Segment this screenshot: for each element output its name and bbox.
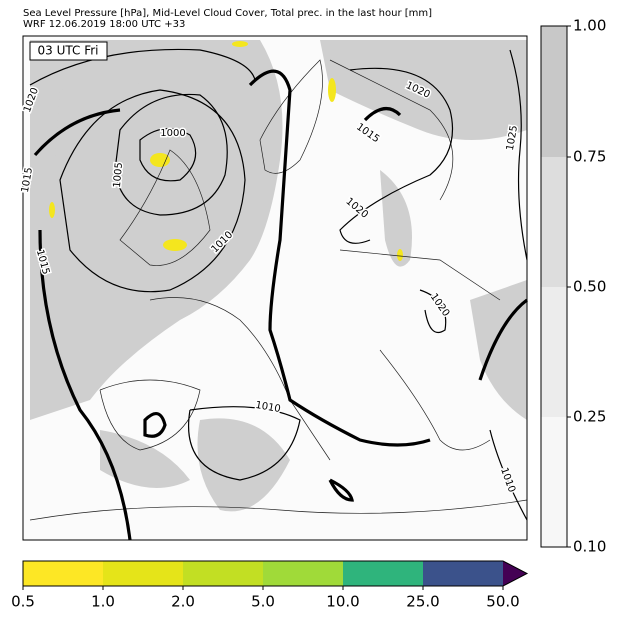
thick-isobars — [33, 69, 528, 541]
map-frame — [22, 35, 528, 541]
precip-tick-label: 25.0 — [406, 593, 439, 611]
isobar-label: 1005 — [112, 162, 125, 188]
map: 03 UTC Fri 10201015101510051000101010201… — [18, 35, 528, 541]
precip-tick-label: 5.0 — [251, 593, 275, 611]
cloud-tick-label: 0.10 — [573, 538, 606, 556]
precip-colorbar: 0.5 1.0 2.0 5.0 10.0 25.0 50.0 — [11, 560, 529, 611]
cloud-tick-label: 0.25 — [573, 408, 606, 426]
cloud-tick-label: 1.00 — [573, 17, 606, 35]
time-label: 03 UTC Fri — [38, 44, 99, 58]
isobars — [29, 48, 528, 521]
precip-tick-label: 50.0 — [486, 593, 519, 611]
precip-tick-label: 10.0 — [326, 593, 359, 611]
precip-tick-label: 0.5 — [11, 593, 35, 611]
precip — [49, 41, 403, 261]
precip-tick-label: 2.0 — [171, 593, 195, 611]
title-line1: Sea Level Pressure [hPa], Mid-Level Clou… — [23, 8, 432, 19]
cloud-tick-label: 0.50 — [573, 278, 606, 296]
cloud-tick-label: 0.75 — [573, 148, 606, 166]
coastlines — [29, 59, 528, 521]
title-line2: WRF 12.06.2019 18:00 UTC +33 — [23, 19, 185, 30]
cloud-colorbar: 0.10 0.25 0.50 0.75 1.00 — [540, 17, 606, 556]
cloud-cover — [30, 40, 527, 512]
time-label-box — [29, 41, 108, 61]
isobar-label: 1000 — [160, 128, 185, 139]
precip-tick-label: 1.0 — [91, 593, 115, 611]
